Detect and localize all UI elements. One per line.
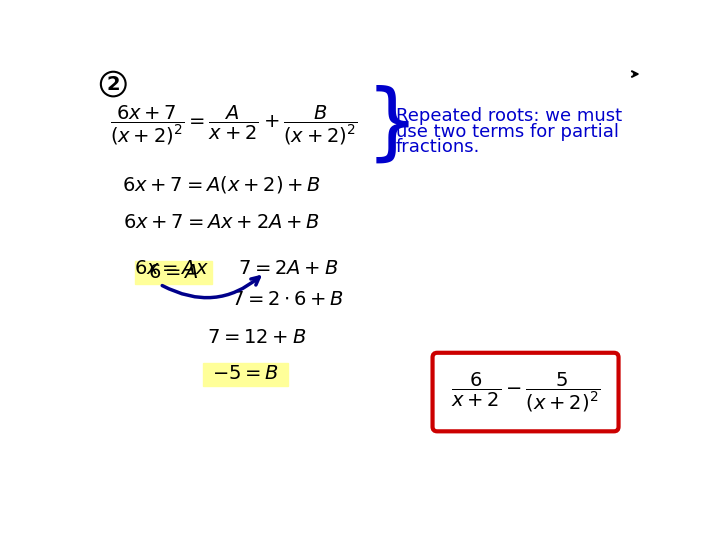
Text: $\dfrac{6x+7}{(x+2)^2} = \dfrac{A}{x+2} + \dfrac{B}{(x+2)^2}$: $\dfrac{6x+7}{(x+2)^2} = \dfrac{A}{x+2} … bbox=[109, 103, 357, 147]
Text: $6x + 7 = A(x+2) + B$: $6x + 7 = A(x+2) + B$ bbox=[122, 174, 321, 194]
Text: $7 = 2A + B$: $7 = 2A + B$ bbox=[238, 260, 338, 278]
FancyBboxPatch shape bbox=[203, 363, 287, 386]
FancyBboxPatch shape bbox=[433, 353, 618, 431]
Text: 2: 2 bbox=[107, 75, 120, 93]
Text: $6x + 7 = Ax + 2A + B$: $6x + 7 = Ax + 2A + B$ bbox=[123, 214, 320, 232]
Text: $6x = Ax$: $6x = Ax$ bbox=[134, 260, 209, 278]
Text: $7 = 2 \cdot 6 + B$: $7 = 2 \cdot 6 + B$ bbox=[231, 291, 344, 309]
Text: $-5 = B$: $-5 = B$ bbox=[212, 366, 279, 383]
Text: $7 = 12 + B$: $7 = 12 + B$ bbox=[207, 329, 306, 347]
Text: fractions.: fractions. bbox=[396, 138, 480, 156]
FancyBboxPatch shape bbox=[135, 261, 212, 284]
Text: Repeated roots: we must: Repeated roots: we must bbox=[396, 107, 622, 125]
Text: use two terms for partial: use two terms for partial bbox=[396, 123, 619, 140]
Circle shape bbox=[101, 72, 126, 96]
Text: $\}$: $\}$ bbox=[365, 84, 410, 166]
Text: $\dfrac{6}{x+2} - \dfrac{5}{(x+2)^2}$: $\dfrac{6}{x+2} - \dfrac{5}{(x+2)^2}$ bbox=[451, 370, 600, 414]
FancyArrowPatch shape bbox=[162, 277, 259, 298]
Text: $6 = A$: $6 = A$ bbox=[148, 264, 198, 282]
